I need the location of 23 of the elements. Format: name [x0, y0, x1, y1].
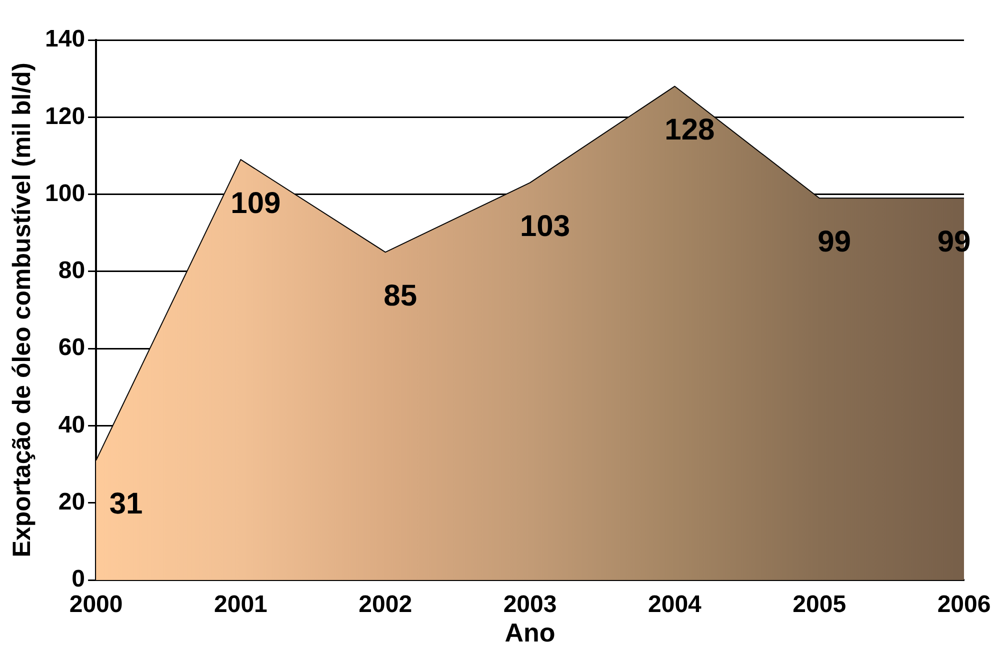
- y-tick-label: 60: [58, 334, 86, 362]
- y-tick-label: 0: [72, 566, 86, 593]
- x-tick-label: 2002: [358, 591, 412, 618]
- x-tick-label: 2001: [214, 591, 268, 618]
- x-tick-label: 2004: [648, 591, 702, 618]
- y-tick-label: 140: [44, 26, 86, 53]
- y-tick-label: 100: [44, 180, 86, 207]
- y-tick-label: 80: [58, 257, 86, 284]
- y-tick-label: 40: [58, 411, 86, 438]
- x-axis-title: Ano: [504, 618, 556, 648]
- y-axis-title: Exportação de óleo combustível (mil bl/d): [8, 62, 36, 558]
- x-tick-label: 2006: [937, 591, 991, 618]
- data-label: 85: [384, 279, 418, 312]
- y-tick-label: 120: [44, 102, 86, 130]
- x-tick-label: 2000: [69, 591, 123, 618]
- data-label: 31: [109, 488, 143, 521]
- data-label: 99: [818, 225, 852, 258]
- x-tick-label: 2005: [792, 591, 846, 618]
- data-label: 109: [230, 186, 281, 220]
- x-tick-label: 2003: [503, 591, 557, 618]
- y-tick-label: 20: [58, 488, 86, 516]
- data-label: 128: [664, 114, 715, 147]
- data-label: 103: [520, 210, 570, 243]
